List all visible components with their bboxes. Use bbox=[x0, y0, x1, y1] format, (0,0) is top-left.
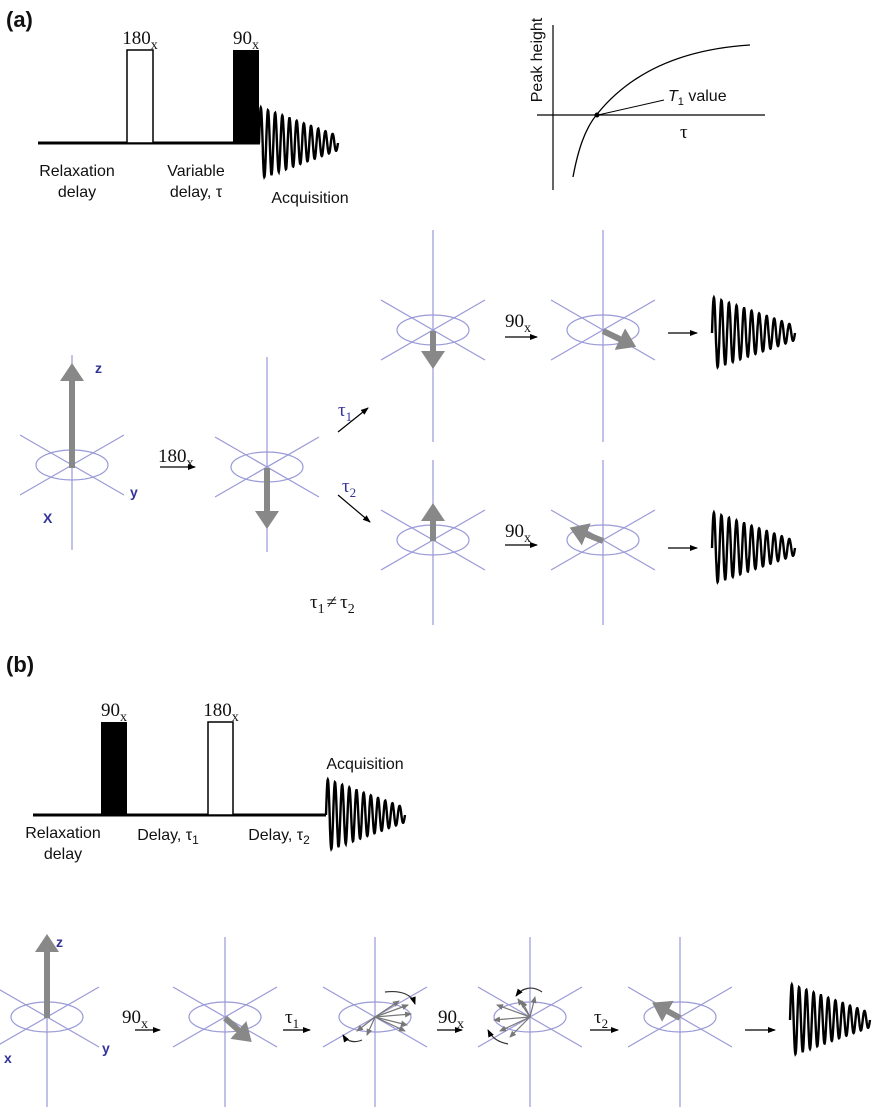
pulse-label-main: 180 bbox=[203, 700, 232, 721]
delay-label: Delay, τ2 bbox=[248, 827, 310, 847]
pulse-label-main: 90 bbox=[505, 311, 524, 332]
x-axis-label: τ bbox=[680, 122, 688, 143]
delay-label: delay bbox=[58, 184, 96, 201]
pulse-label-sub: x bbox=[120, 710, 127, 725]
delay-label-sub: 2 bbox=[350, 485, 357, 500]
fid bbox=[326, 780, 405, 849]
pulse-label: 90x bbox=[233, 28, 259, 53]
delay-label-main: Delay, τ bbox=[137, 827, 193, 844]
pulse-label-main: 90 bbox=[101, 700, 120, 721]
pulse-label-main: 180 bbox=[122, 28, 151, 49]
spin-vector bbox=[375, 1017, 407, 1025]
pulse-label-main: 180 bbox=[158, 446, 187, 467]
recovery-curve bbox=[573, 45, 750, 177]
delay-label-sub: 1 bbox=[293, 1016, 300, 1031]
condition-part: 1 bbox=[318, 602, 325, 617]
pulse-label: 90x bbox=[505, 521, 531, 546]
acquisition-label: Acquisition bbox=[271, 190, 348, 207]
pulse-90 bbox=[101, 722, 127, 815]
pulse-label-main: 90 bbox=[438, 1007, 457, 1028]
delay-label-sub: 2 bbox=[303, 833, 310, 847]
rotation-arrow bbox=[516, 988, 542, 996]
pulse-label: 90x bbox=[438, 1007, 464, 1032]
figure: (a) 180x 90x Relaxation delay Variable d… bbox=[0, 0, 876, 1110]
pulse-label-main: 90 bbox=[122, 1007, 141, 1028]
pulse-label-main: 90 bbox=[233, 28, 252, 49]
pulse-label-sub: x bbox=[151, 38, 158, 53]
axis-label: y bbox=[102, 1040, 110, 1056]
axis-label: y bbox=[130, 484, 138, 500]
magnetization bbox=[603, 331, 628, 343]
y-axis-label: Peak height bbox=[529, 17, 546, 102]
annotation: T1 value bbox=[668, 88, 727, 108]
magnetization bbox=[660, 1007, 680, 1018]
pulse-label: 90x bbox=[505, 311, 531, 336]
delay-label-sub: 2 bbox=[602, 1016, 609, 1031]
rotation-arrow bbox=[343, 1035, 362, 1042]
delay-label: τ2 bbox=[594, 1007, 608, 1031]
condition: τ1≠τ2 bbox=[310, 592, 355, 617]
fid bbox=[259, 108, 338, 177]
pulse-label-sub: x bbox=[232, 710, 239, 725]
delay-label: τ1 bbox=[338, 400, 352, 424]
pulse-label-main: 90 bbox=[505, 521, 524, 542]
delay-label: Relaxation bbox=[39, 163, 115, 180]
acquisition-label: Acquisition bbox=[326, 756, 403, 773]
delay-label: Relaxation bbox=[25, 825, 101, 842]
fid bbox=[712, 298, 795, 367]
delay-label-sub: 1 bbox=[192, 833, 199, 847]
axis-label: X bbox=[43, 510, 53, 526]
delay-label: Delay, τ1 bbox=[137, 827, 199, 847]
delay-label: τ1 bbox=[285, 1007, 299, 1031]
fid bbox=[712, 513, 795, 582]
pulse-label-sub: x bbox=[187, 456, 194, 471]
axis-label: z bbox=[56, 934, 63, 950]
condition-part: ≠ bbox=[327, 592, 337, 613]
fid bbox=[790, 985, 870, 1054]
pulse-180 bbox=[127, 50, 153, 143]
pulse-180 bbox=[208, 722, 233, 815]
pulse-label-sub: x bbox=[524, 531, 531, 546]
delay-label: delay, τ bbox=[170, 184, 223, 201]
spin-vector bbox=[375, 1017, 405, 1031]
panel-label: (b) bbox=[6, 652, 34, 677]
condition-part: 2 bbox=[348, 602, 355, 617]
annotation-rest: value bbox=[684, 88, 727, 105]
panel-label: (a) bbox=[6, 7, 33, 32]
delay-label: τ2 bbox=[342, 476, 356, 500]
pulse-label-sub: x bbox=[252, 38, 259, 53]
axis-label: x bbox=[4, 1050, 12, 1066]
delay-label-main: Delay, τ bbox=[248, 827, 304, 844]
axis-label: z bbox=[95, 360, 102, 376]
delay-label: Variable bbox=[167, 163, 225, 180]
pulse-90 bbox=[233, 50, 259, 143]
pulse-label: 90x bbox=[101, 700, 127, 725]
pulse-label-sub: x bbox=[524, 321, 531, 336]
pulse-label: 90x bbox=[122, 1007, 148, 1032]
delay-label: delay bbox=[44, 846, 82, 863]
